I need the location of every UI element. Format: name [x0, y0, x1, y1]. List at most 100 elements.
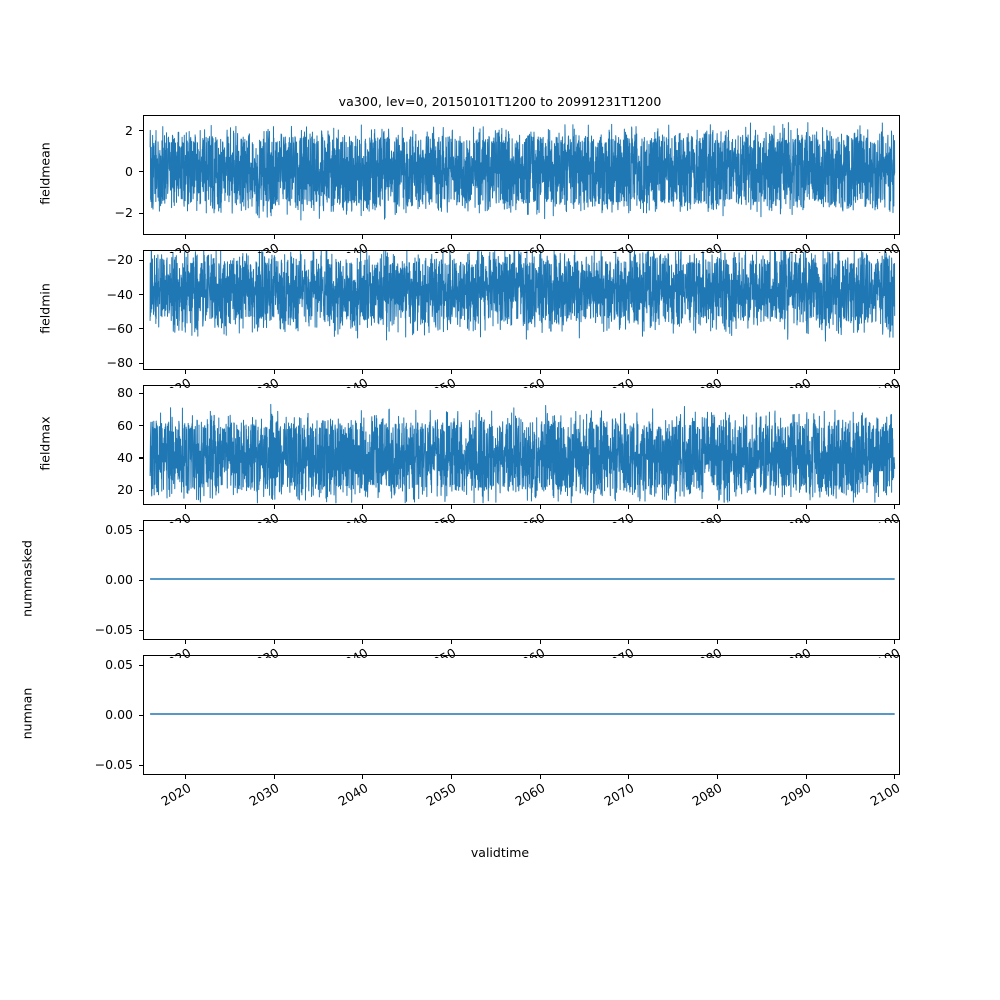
x-tick-mark: [273, 775, 275, 779]
x-tick-mark: [362, 775, 364, 779]
y-tick-mark: [139, 259, 143, 261]
x-tick-label: 2090: [778, 780, 814, 809]
plot-panel-fieldmin: [143, 250, 900, 370]
x-tick-mark: [185, 370, 187, 374]
x-tick-label-clip: 2020: [116, 780, 200, 840]
x-tick-mark: [894, 505, 896, 509]
x-tick-mark: [716, 370, 718, 374]
x-tick-mark: [628, 640, 630, 644]
x-tick-mark: [273, 235, 275, 239]
y-tick-label: 2: [125, 122, 133, 138]
y-tick-mark: [139, 579, 143, 581]
y-tick-label: 0.05: [105, 522, 133, 537]
y-tick-label: −2: [114, 205, 133, 221]
x-tick-mark: [805, 775, 807, 779]
y-tick-label: 40: [117, 449, 133, 465]
x-tick-mark: [894, 775, 896, 779]
x-tick-mark: [185, 235, 187, 239]
plot-panel-numnan: [143, 655, 900, 775]
figure-title: va300, lev=0, 20150101T1200 to 20991231T…: [338, 94, 662, 109]
x-tick-mark: [273, 640, 275, 644]
x-tick-mark: [716, 235, 718, 239]
x-tick-mark: [450, 640, 453, 644]
x-tick-mark: [362, 235, 364, 239]
y-tick-mark: [139, 212, 143, 214]
x-tick-mark: [628, 370, 630, 374]
plot-panel-nummasked: [143, 520, 900, 640]
x-tick-mark: [805, 640, 807, 644]
y-tick-mark: [139, 362, 143, 364]
y-tick-mark: [139, 629, 143, 631]
y-tick-label: 0.00: [105, 572, 133, 587]
x-tick-mark: [894, 235, 896, 239]
series-plot-nummasked: [144, 521, 899, 639]
y-tick-mark: [139, 294, 143, 296]
x-tick-label: 2080: [689, 780, 725, 809]
x-tick-mark: [185, 640, 187, 644]
series-plot-fieldmean: [144, 116, 899, 234]
x-tick-label: 2100: [867, 780, 903, 809]
y-tick-mark: [139, 764, 143, 766]
x-tick-label: 2050: [423, 780, 459, 809]
y-axis-label-numnan: numnan: [19, 687, 35, 740]
y-tick-mark: [139, 328, 143, 330]
x-tick-mark: [628, 235, 630, 239]
y-tick-label: −40: [106, 286, 133, 302]
y-tick-mark: [139, 457, 143, 459]
y-tick-mark: [139, 529, 143, 531]
x-tick-mark: [716, 775, 718, 779]
y-tick-mark: [139, 392, 143, 394]
x-tick-mark: [185, 775, 187, 779]
x-tick-label-clip: 2080: [647, 780, 731, 840]
x-tick-label-clip: 2090: [736, 780, 820, 840]
x-tick-label-clip: 2100: [825, 780, 909, 840]
x-tick-mark: [628, 505, 630, 509]
y-axis-label-fieldmean: fieldmean: [37, 142, 53, 205]
x-tick-mark: [539, 640, 541, 644]
x-tick-label: 2060: [512, 780, 548, 809]
series-plot-fieldmax: [144, 386, 899, 504]
x-tick-label-clip: 2030: [204, 780, 288, 840]
x-tick-mark: [273, 505, 275, 509]
x-tick-label-clip: 2050: [381, 780, 465, 840]
x-tick-mark: [362, 640, 364, 644]
y-axis-label-fieldmax: fieldmax: [37, 416, 53, 471]
x-tick-mark: [273, 370, 275, 374]
x-tick-mark: [539, 505, 541, 509]
y-tick-label: 0.00: [105, 707, 133, 722]
x-tick-label: 2070: [601, 780, 637, 809]
x-axis-label: validtime: [470, 845, 530, 860]
x-tick-mark: [450, 505, 453, 509]
y-tick-label: −0.05: [94, 622, 133, 637]
x-tick-label-clip: 2040: [293, 780, 377, 840]
y-tick-label: −20: [106, 252, 133, 268]
y-tick-mark: [139, 489, 143, 491]
x-tick-mark: [539, 235, 541, 239]
y-tick-label: 0: [125, 163, 133, 179]
y-axis-label-fieldmin: fieldmin: [37, 283, 53, 334]
series-plot-numnan: [144, 656, 899, 774]
plot-panel-fieldmean: [143, 115, 900, 235]
x-tick-mark: [894, 640, 896, 644]
x-tick-mark: [539, 370, 541, 374]
y-tick-label: 0.05: [105, 657, 133, 672]
x-tick-mark: [362, 505, 364, 509]
x-tick-label-clip: 2070: [559, 780, 643, 840]
y-tick-label: −0.05: [94, 757, 133, 772]
y-tick-mark: [139, 171, 143, 173]
x-tick-mark: [450, 775, 453, 779]
x-tick-mark: [805, 370, 807, 374]
y-tick-mark: [139, 130, 143, 132]
x-tick-mark: [539, 775, 541, 779]
x-tick-label: 2040: [335, 780, 371, 809]
series-plot-fieldmin: [144, 251, 899, 369]
x-tick-mark: [894, 370, 896, 374]
y-tick-label: −80: [106, 355, 133, 371]
x-tick-label: 2020: [157, 780, 194, 809]
y-tick-label: 60: [117, 417, 133, 433]
y-tick-label: 20: [117, 482, 133, 498]
y-tick-mark: [139, 664, 143, 666]
x-tick-mark: [185, 505, 187, 509]
x-tick-mark: [450, 235, 453, 239]
